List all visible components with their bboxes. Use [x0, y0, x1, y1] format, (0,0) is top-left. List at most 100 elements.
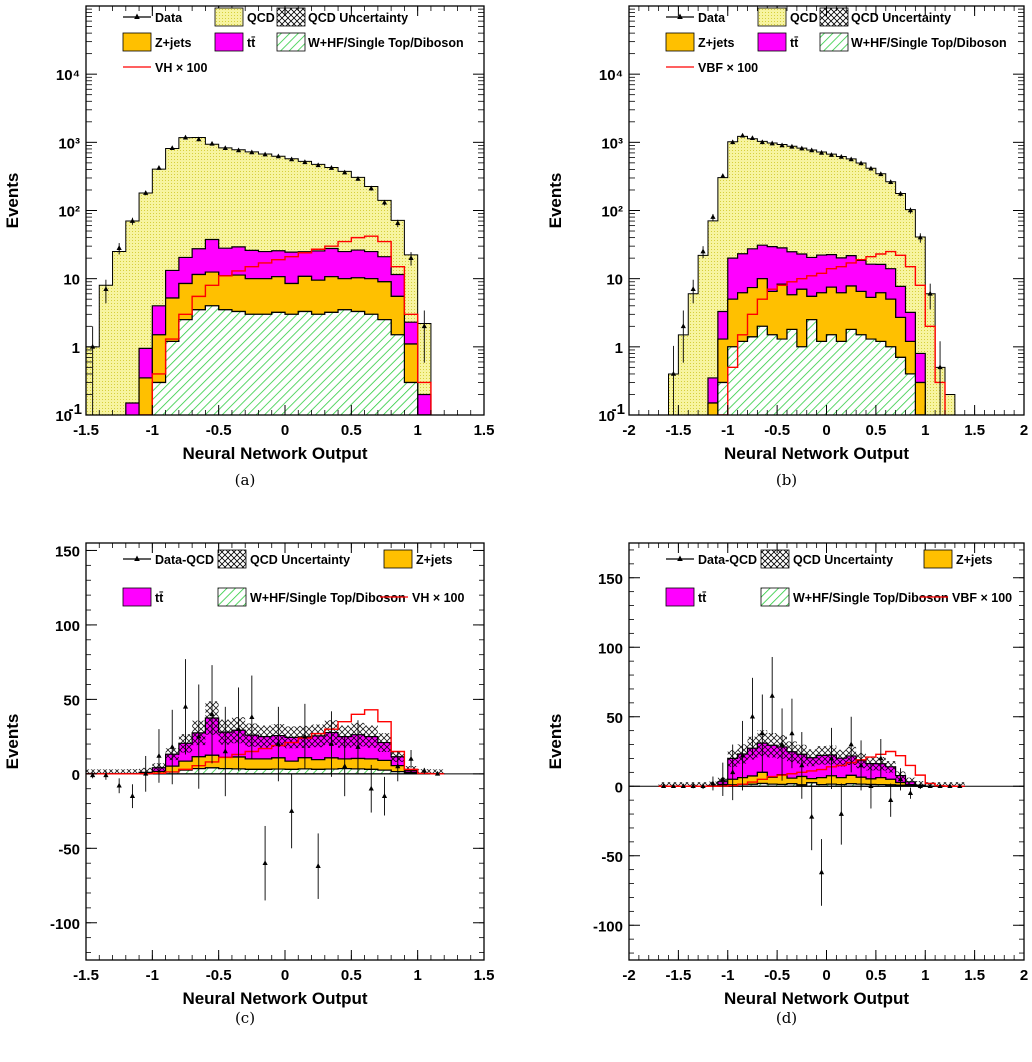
data-point	[182, 134, 189, 140]
legend-qcd-unc-swatch	[217, 549, 247, 569]
plot-area	[658, 132, 966, 415]
data-point	[129, 218, 136, 223]
data-point	[90, 772, 96, 778]
data-point	[749, 713, 756, 719]
x-tick-label: 1.5	[474, 967, 495, 984]
data-point	[937, 783, 943, 789]
y-tick-label: 10²	[58, 204, 80, 221]
data-point	[858, 762, 864, 768]
data-point	[700, 783, 706, 789]
data-point	[368, 185, 374, 191]
y-tick-label: 100	[55, 618, 80, 635]
legend: Data QCD QCD Uncertainty Z+jets tt̄ W+HF/Sing…	[665, 7, 1007, 75]
data-point	[917, 783, 923, 789]
data-point	[917, 234, 923, 240]
data-point	[838, 811, 844, 816]
data-point	[868, 165, 874, 171]
y-axis-title: Events	[3, 714, 22, 770]
x-tick-label: 1.5	[964, 967, 985, 984]
data-point	[156, 752, 162, 758]
data-point	[957, 783, 963, 789]
legend-ttbar-label: tt̄	[790, 36, 799, 50]
legend-qcd-unc-swatch	[819, 7, 849, 27]
data-point	[690, 783, 696, 789]
x-tick-label: 2	[1020, 967, 1028, 984]
data-point	[888, 797, 894, 802]
panel-b: -2 -1.5 -1 -0.5 0 0.5 1 1.5 210-111010²10³10⁴Neu…	[546, 5, 1028, 489]
plot-area	[86, 134, 445, 415]
data-point	[769, 692, 775, 698]
legend-whf-label: W+HF/Single Top/Diboson	[250, 591, 406, 605]
data-point	[680, 783, 686, 789]
data-point	[720, 173, 726, 178]
x-tick-label: 0	[822, 422, 830, 439]
panel-a: -1.5 -1 -0.5 0 0.5 1 1.510-111010²10³10⁴Neural…	[3, 5, 495, 489]
legend-qcd-unc-label: QCD Uncertainty	[250, 553, 350, 567]
legend-whf-swatch	[217, 587, 247, 607]
x-tick-label: -1.5	[665, 967, 691, 984]
y-tick-exponent: -1	[612, 401, 625, 418]
legend-whf-swatch	[760, 587, 790, 607]
data-point	[408, 755, 414, 761]
data-point	[315, 162, 321, 168]
x-axis-title: Neural Network Output	[182, 989, 367, 1008]
legend-whf-label: W+HF/Single Top/Diboson	[851, 36, 1007, 50]
legend-qcd-unc-swatch	[760, 549, 790, 569]
panel-caption: (c)	[235, 1009, 255, 1027]
x-tick-label: 0	[281, 967, 289, 984]
legend-whf-swatch	[819, 32, 849, 52]
data-point	[907, 207, 914, 213]
panel-caption: (a)	[235, 471, 256, 489]
data-point	[315, 863, 321, 868]
legend-data-label: Data-QCD	[698, 553, 757, 567]
legend-data-swatch-marker	[134, 13, 140, 19]
panel-d: -2 -1.5 -1 -0.5 0 0.5 1 1.5 2 -100 -50 0 50 100 150 Neu…	[546, 542, 1028, 1027]
data-point	[937, 364, 943, 370]
data-point	[103, 286, 109, 292]
data-point	[878, 171, 884, 177]
data-point	[818, 869, 825, 875]
x-tick-label: 1	[413, 422, 421, 439]
x-tick-label: -0.5	[764, 967, 790, 984]
x-tick-label: 1.5	[474, 422, 495, 439]
data-point	[275, 153, 281, 159]
data-point	[355, 175, 361, 181]
data-point	[421, 767, 427, 773]
legend-qcd-swatch	[757, 7, 787, 27]
legend-qcd-label: QCD	[247, 11, 275, 25]
data-point	[222, 145, 228, 151]
data-point	[381, 199, 388, 205]
data-point	[182, 703, 189, 709]
x-tick-label: 1	[413, 967, 421, 984]
data-point	[235, 726, 242, 731]
signal-line	[717, 250, 946, 415]
x-tick-label: 2	[1020, 422, 1028, 439]
data-point	[759, 730, 765, 736]
data-point	[888, 179, 894, 185]
data-point	[828, 152, 835, 157]
y-tick-label: 0	[615, 779, 623, 796]
data-point	[262, 151, 268, 157]
x-tick-label: 0.5	[865, 967, 886, 984]
x-tick-label: -1.5	[665, 422, 691, 439]
data-point	[730, 139, 736, 145]
data-point	[809, 813, 815, 819]
legend-ttbar-swatch	[757, 32, 787, 52]
legend-data-label: Data	[698, 11, 726, 25]
data-point	[408, 255, 414, 260]
data-point	[927, 783, 933, 789]
x-tick-label: -1	[721, 422, 734, 439]
data-point	[799, 145, 805, 151]
y-tick-label: 10⁴	[56, 67, 80, 84]
legend-zjets-swatch	[665, 32, 695, 52]
panel-caption: (b)	[776, 471, 797, 489]
y-tick-label: 50	[606, 710, 623, 727]
data-point	[809, 147, 815, 153]
data-point	[710, 780, 716, 786]
data-point	[828, 755, 835, 761]
signal-line	[86, 709, 445, 775]
legend-whf-label: W+HF/Single Top/Diboson	[793, 591, 949, 605]
x-tick-label: -2	[622, 967, 635, 984]
data-point	[328, 165, 335, 170]
x-tick-label: 0	[281, 422, 289, 439]
